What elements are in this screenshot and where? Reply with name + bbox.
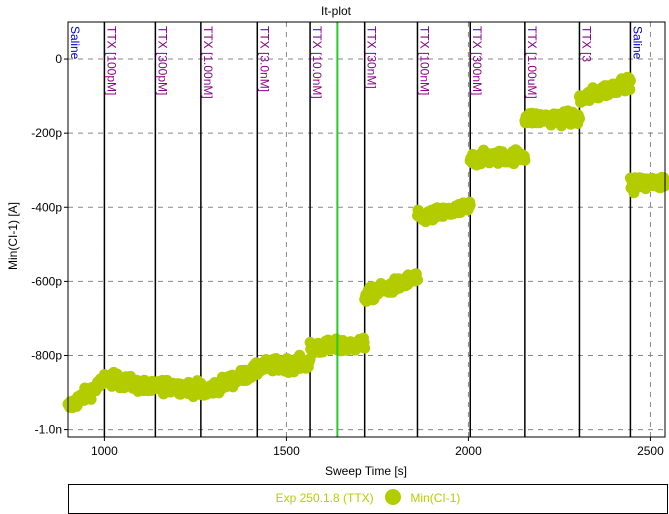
- treatment-marker-label: TTX [100pM]: [104, 26, 118, 95]
- treatment-marker-label: TTX [100nM]: [418, 26, 432, 95]
- y-tick-label: 0: [55, 52, 62, 66]
- y-tick-label: -1.0n: [35, 423, 62, 437]
- x-tick-label: 1000: [91, 444, 118, 458]
- legend: Exp 250.1.8 (TTX) Min(CI-1): [68, 484, 668, 514]
- y-tick-label: -800p: [31, 348, 62, 362]
- data-point: [465, 200, 476, 211]
- data-point: [625, 75, 636, 86]
- treatment-marker-label: Saline: [630, 26, 644, 60]
- treatment-marker-label: TTX [3.0nM]: [257, 26, 271, 92]
- legend-experiment-label: Exp 250.1.8 (TTX): [276, 491, 374, 505]
- y-tick-label: -200p: [31, 126, 62, 140]
- legend-series-label: Min(CI-1): [410, 491, 460, 505]
- treatment-marker-label: TTX [30nM]: [365, 26, 379, 89]
- x-tick-label: 2500: [637, 444, 664, 458]
- treatment-marker-label: Saline: [68, 26, 82, 60]
- treatment-marker-label: TTX [300pM]: [155, 26, 169, 95]
- treatment-marker-label: TTX [3: [580, 26, 594, 62]
- legend-series-marker: [385, 489, 401, 505]
- data-point: [412, 274, 423, 285]
- treatment-marker-label: TTX [300nM]: [470, 26, 484, 95]
- data-point: [574, 113, 585, 124]
- x-tick-label: 2000: [455, 444, 482, 458]
- x-axis-title: Sweep Time [s]: [325, 464, 407, 478]
- y-tick-label: -600p: [31, 274, 62, 288]
- treatment-marker-label: TTX [1.00nM]: [201, 26, 215, 99]
- y-axis-title: Min(CI-1) [A]: [6, 202, 20, 270]
- chart-title: It-plot: [321, 4, 352, 18]
- treatment-marker-label: TTX [10.0nM]: [310, 26, 324, 99]
- data-point: [359, 343, 370, 354]
- x-tick-label: 1500: [273, 444, 300, 458]
- y-tick-label: -400p: [31, 200, 62, 214]
- treatment-marker-label: TTX [1.00uM]: [525, 26, 539, 99]
- data-point: [519, 155, 530, 166]
